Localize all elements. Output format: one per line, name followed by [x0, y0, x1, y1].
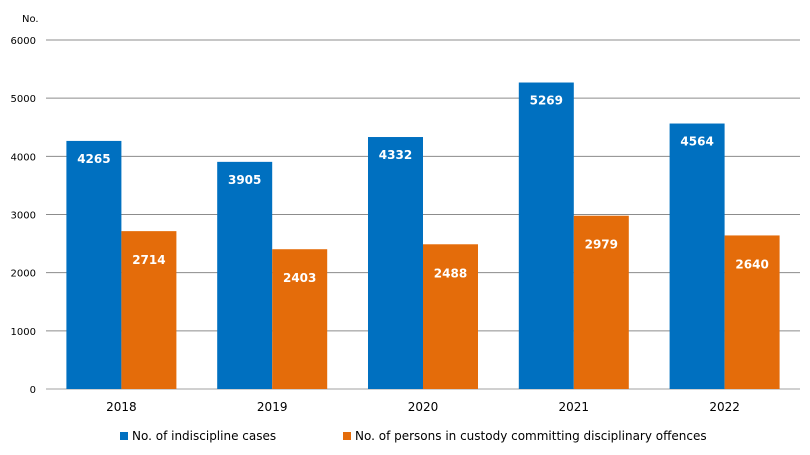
x-tick-label: 2020 [408, 400, 439, 414]
bar [669, 123, 725, 389]
y-tick-label: 3000 [11, 211, 36, 222]
y-tick-label: 4000 [11, 152, 36, 163]
data-label: 4265 [77, 152, 110, 166]
bar [272, 249, 328, 389]
x-tick-label: 2022 [709, 400, 740, 414]
y-tick-label: 0 [30, 385, 36, 396]
data-label: 3905 [228, 173, 261, 187]
legend-swatch [343, 432, 351, 440]
data-label: 4564 [680, 135, 713, 149]
bar [518, 82, 574, 389]
legend-label: No. of indiscipline cases [132, 429, 277, 443]
y-tick-label: 2000 [11, 269, 36, 280]
data-label: 2488 [434, 266, 467, 280]
y-tick-label: 1000 [11, 327, 36, 338]
bar [121, 231, 177, 389]
y-axis-label: No. [22, 14, 39, 25]
bar [724, 235, 780, 389]
legend-label: No. of persons in custody committing dis… [355, 429, 707, 443]
data-label: 2640 [735, 257, 768, 271]
y-tick-label: 5000 [11, 94, 36, 105]
legend-item-0: No. of indiscipline cases [120, 429, 276, 443]
bar [66, 140, 122, 389]
y-tick-label: 6000 [11, 36, 36, 47]
legend-swatch [120, 432, 128, 440]
legend-item-1: No. of persons in custody committing dis… [343, 429, 707, 443]
data-label: 4332 [379, 148, 412, 162]
bar [573, 215, 629, 389]
data-label: 2979 [585, 238, 618, 252]
x-tick-label: 2019 [257, 400, 288, 414]
bar [217, 161, 273, 389]
x-tick-label: 2021 [559, 400, 590, 414]
x-tick-label: 2018 [106, 400, 137, 414]
data-label: 2714 [132, 253, 165, 267]
bar [423, 244, 478, 389]
bar [368, 137, 423, 389]
data-label: 5269 [530, 94, 563, 108]
data-label: 2403 [283, 271, 316, 285]
